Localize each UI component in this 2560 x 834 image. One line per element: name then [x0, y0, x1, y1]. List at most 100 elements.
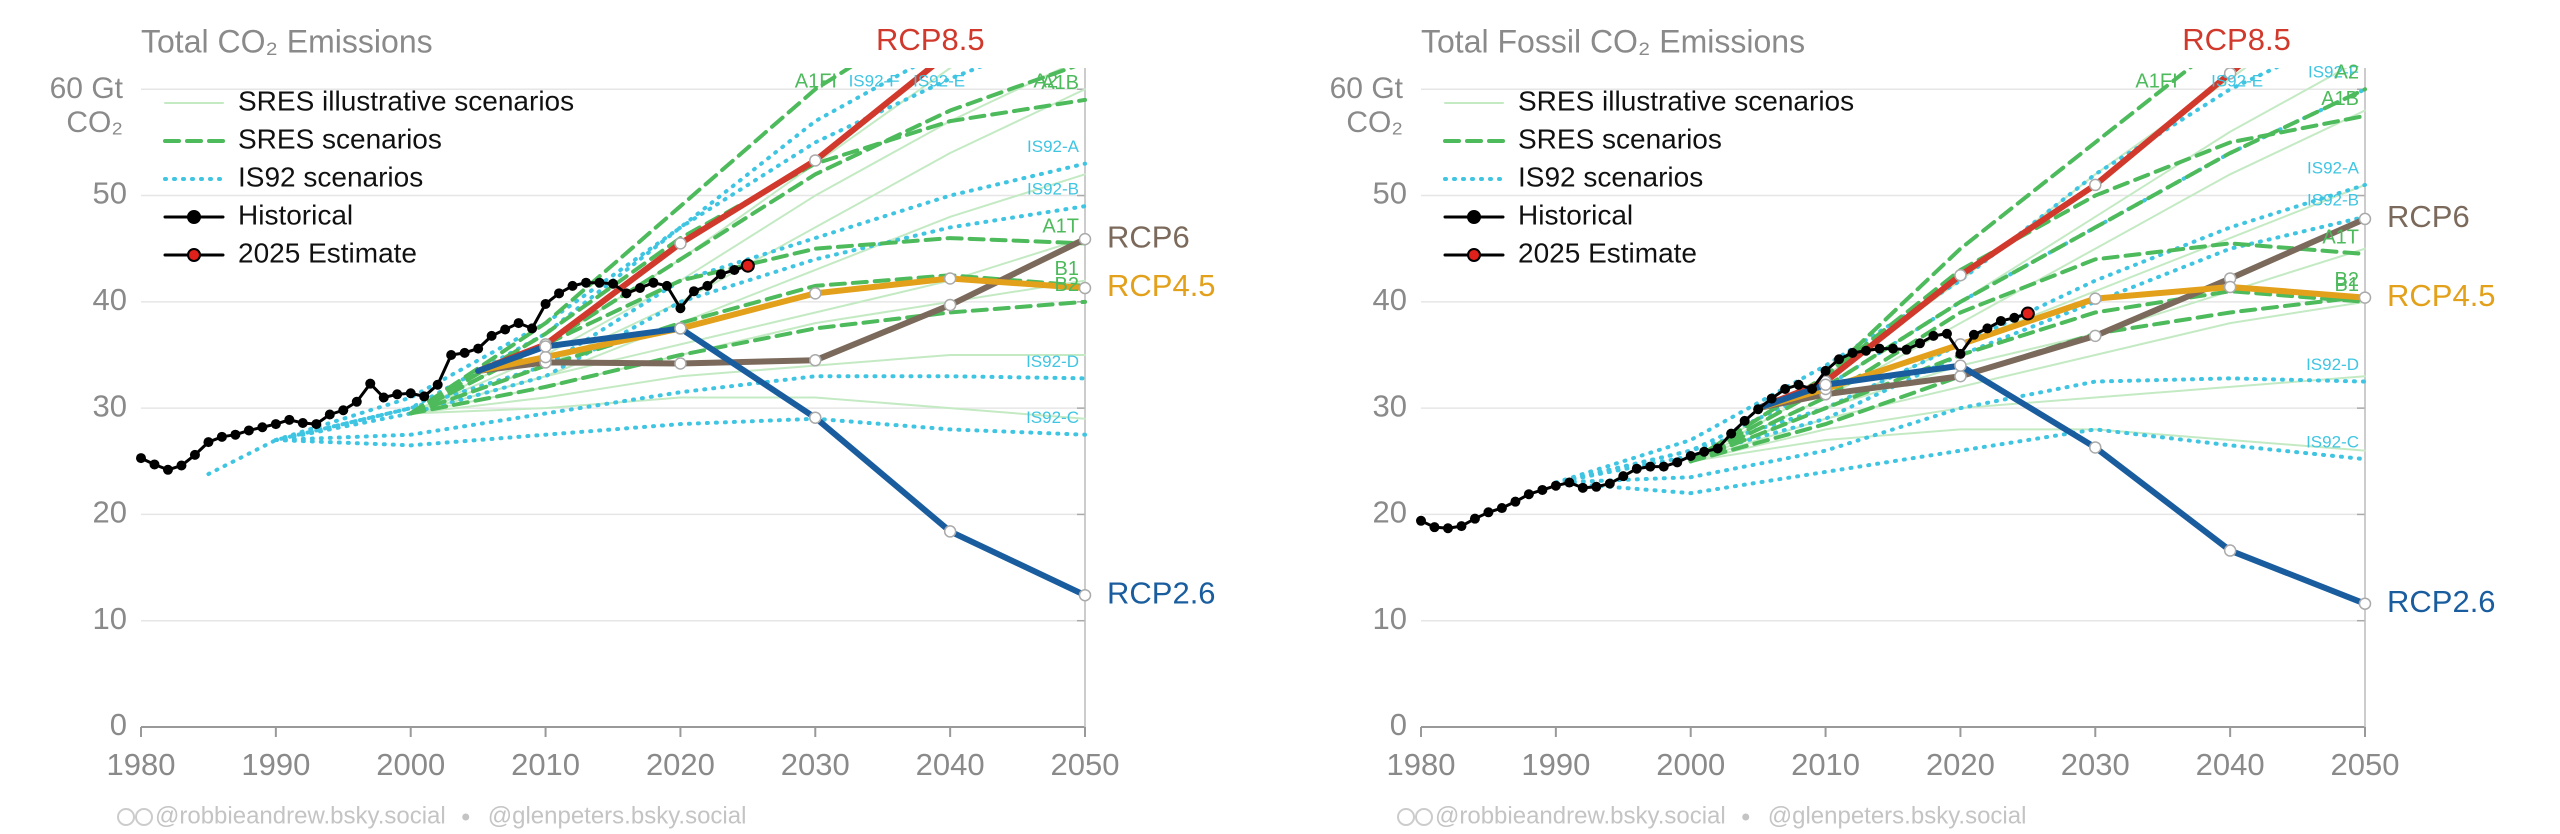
y-tick-label: 50: [93, 176, 127, 211]
rcp-label: RCP6: [1107, 219, 1190, 254]
historical-point: [216, 431, 227, 442]
historical-point: [567, 280, 578, 291]
historical-point: [473, 343, 484, 354]
historical-point: [540, 298, 551, 309]
legend-marker: [1467, 248, 1481, 262]
legend-marker: [187, 210, 201, 224]
historical-point: [297, 418, 308, 429]
is92-line: [1553, 427, 2367, 496]
historical-point: [715, 269, 726, 280]
legend-label: 2025 Estimate: [1518, 237, 1697, 268]
credit: @robbieandrew.bsky.social: [155, 802, 446, 829]
historical-point: [1456, 521, 1467, 532]
historical-point: [284, 414, 295, 425]
historical-point: [1941, 328, 1952, 339]
rcp-point: [1819, 378, 1832, 391]
historical-point: [1780, 383, 1791, 394]
x-tick-label: 2030: [2061, 747, 2130, 782]
y-tick-label: 60 Gt CO₂: [49, 72, 123, 140]
sres-line: [1688, 289, 2367, 464]
rcp-label: RCP4.5: [1107, 268, 1216, 303]
rcp-point: [2089, 329, 2102, 343]
legend: SRES illustrative scenarios SRES scenario…: [1443, 85, 1854, 268]
rcp-point: [539, 350, 552, 364]
is92-label: IS92-A: [2307, 158, 2360, 177]
historical-point: [270, 419, 281, 430]
historical-point: [1618, 471, 1629, 482]
by-icon: [1415, 808, 1433, 826]
y-tick-label: 10: [93, 601, 127, 636]
legend: SRES illustrative scenarios SRES scenario…: [163, 85, 574, 268]
credit: @robbieandrew.bsky.social: [1435, 802, 1726, 829]
rcp-point: [1078, 281, 1092, 295]
rcp-point: [943, 525, 957, 538]
chart-title: Total Fossil CO₂ Emissions: [1421, 23, 1805, 59]
rcp-point: [1954, 269, 1967, 282]
sres-label: A2: [1034, 70, 1058, 92]
sres-label: A1B: [2321, 88, 2359, 110]
historical-point: [527, 323, 538, 334]
historical-point: [311, 419, 322, 430]
historical-point: [1672, 457, 1683, 468]
rcp-point: [2358, 212, 2372, 226]
rcp-point: [809, 287, 822, 300]
rcp-line: [475, 236, 1088, 374]
sres-label: A2: [2335, 62, 2359, 84]
rcp-point: [1954, 369, 1967, 383]
is92-label: IS92-C: [1026, 408, 1079, 427]
rcp-line: [1755, 215, 2368, 412]
rcp-label: RCP4.5: [2387, 278, 2496, 313]
rcp-point: [2089, 441, 2102, 454]
historical-point: [136, 453, 146, 464]
historical-point: [1901, 344, 1912, 355]
rcp-point: [1078, 588, 1092, 602]
rcp-line: [475, 325, 1088, 599]
historical-point: [365, 378, 376, 389]
rcp-point: [809, 154, 822, 167]
historical-point: [1510, 496, 1521, 507]
cc-icon: [1397, 808, 1415, 826]
is92-label: IS92-E: [2211, 71, 2263, 90]
rcp-point: [2089, 178, 2102, 192]
rcp-point: [674, 237, 687, 250]
legend-label: SRES scenarios: [238, 123, 442, 154]
rcp-point: [1078, 232, 1092, 246]
legend-label: IS92 scenarios: [238, 161, 423, 192]
x-tick-label: 2040: [916, 747, 985, 782]
illustrative-line: [1689, 375, 2366, 463]
sres-label: B1: [2335, 274, 2359, 296]
historical-point: [1550, 480, 1561, 491]
rcp-label: RCP2.6: [1107, 575, 1216, 610]
historical-point: [1995, 315, 2006, 326]
historical-point: [486, 330, 497, 341]
x-tick-label: 2020: [1926, 747, 1995, 782]
legend-label: SRES illustrative scenarios: [1518, 85, 1854, 116]
rcp-line: [475, 275, 1088, 374]
historical-point: [594, 277, 605, 288]
sres-label: A1FI: [795, 70, 837, 92]
historical-point: [1766, 393, 1777, 404]
estimate-point: [740, 258, 755, 273]
historical-point: [203, 437, 214, 448]
historical-point: [230, 429, 241, 440]
series-labels: IS92-A IS92-B IS92-C IS92-D IS92-E IS92-F A1FI…: [795, 22, 1216, 610]
rcp-point: [2223, 544, 2237, 557]
historical-point: [1955, 348, 1966, 359]
historical-point: [149, 459, 160, 470]
rcp-point: [2358, 597, 2372, 610]
historical-point: [1888, 343, 1898, 354]
credit: @glenpeters.bsky.social: [1768, 802, 2027, 829]
rcp-label: RCP2.6: [2387, 584, 2496, 619]
historical-point: [1685, 450, 1696, 461]
y-tick-label: 20: [93, 495, 127, 530]
historical-point: [378, 392, 389, 403]
rcp-label: RCP8.5: [876, 22, 985, 57]
rcp-point: [943, 272, 957, 285]
historical-point: [446, 349, 457, 360]
x-tick-label: 2030: [781, 747, 850, 782]
historical-point: [1753, 404, 1764, 415]
historical-point: [459, 347, 470, 358]
sres-line: [1688, 87, 2367, 464]
sres-label: A1T: [1042, 216, 1079, 238]
